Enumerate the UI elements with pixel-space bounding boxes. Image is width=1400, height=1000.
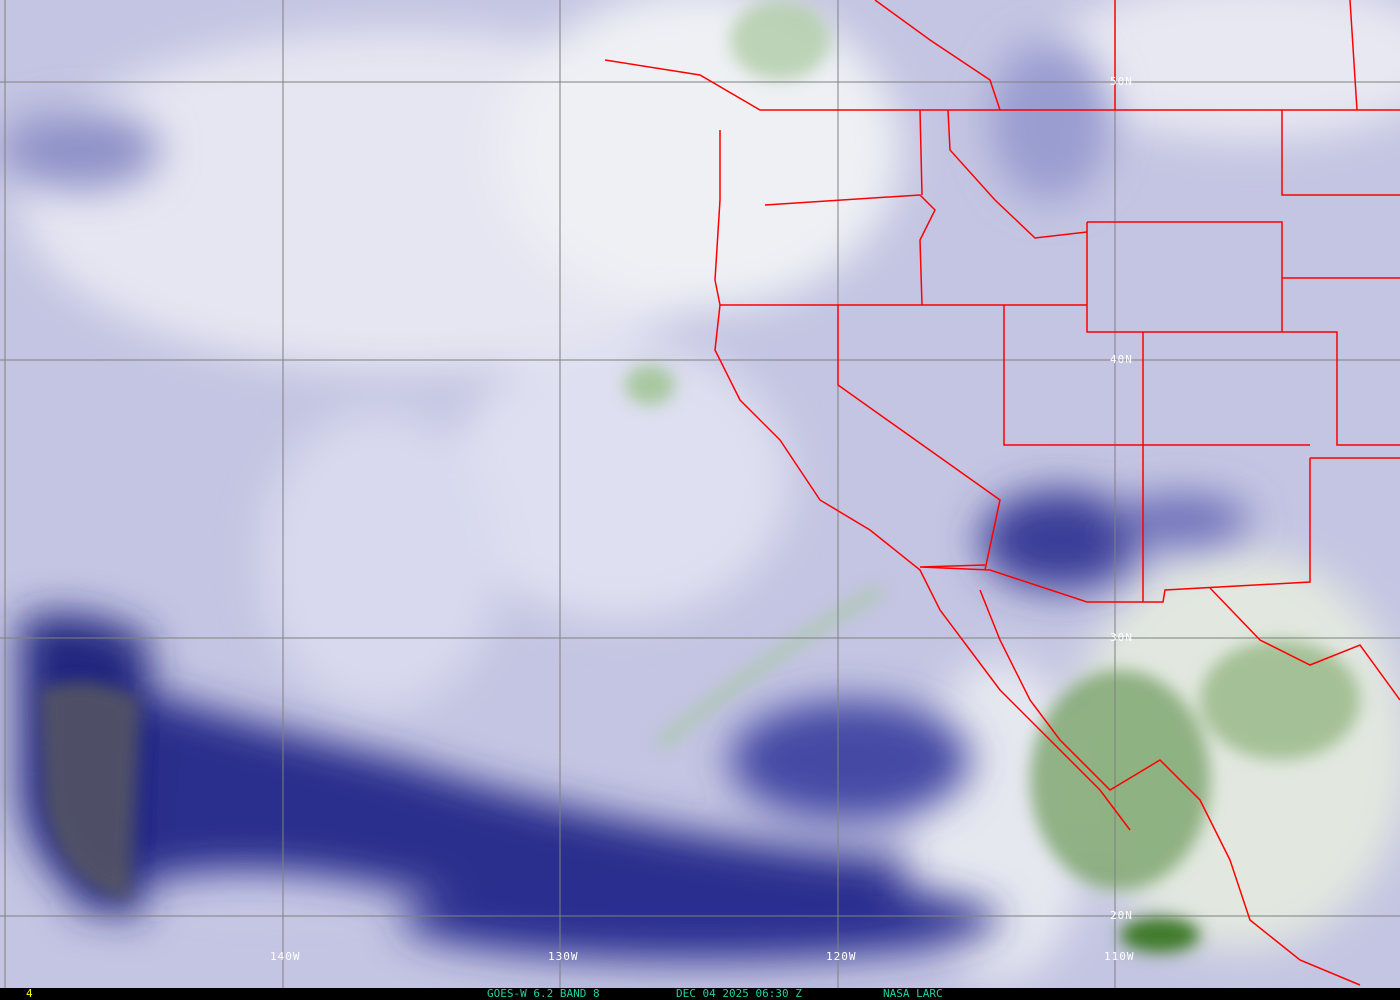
caption-bar: 4 GOES-W 6.2 BAND 8 DEC 04 2025 06:30 Z … <box>0 988 1400 1000</box>
cold-cloud-tops <box>40 0 1360 953</box>
lat-label-30n: 30N <box>1110 631 1133 644</box>
credit: NASA LARC <box>883 987 943 1000</box>
timestamp: DEC 04 2025 06:30 Z <box>676 988 802 1000</box>
satellite-name: GOES-W <box>487 987 527 1000</box>
lon-label-110w: 110W <box>1104 950 1135 963</box>
lon-label-120w: 120W <box>826 950 857 963</box>
frame-number: 4 <box>26 987 33 1000</box>
satellite-band: GOES-W 6.2 BAND 8 <box>487 988 600 1000</box>
lat-label-20n: 20N <box>1110 909 1133 922</box>
lat-label-50n: 50N <box>1110 75 1133 88</box>
time: 06:30 Z <box>755 987 802 1000</box>
political-boundaries <box>604 0 1400 986</box>
date: DEC 04 2025 <box>676 987 749 1000</box>
channel-name: 6.2 BAND 8 <box>533 987 600 1000</box>
lon-label-140w: 140W <box>270 950 301 963</box>
lon-label-130w: 130W <box>548 950 579 963</box>
lat-label-40n: 40N <box>1110 353 1133 366</box>
